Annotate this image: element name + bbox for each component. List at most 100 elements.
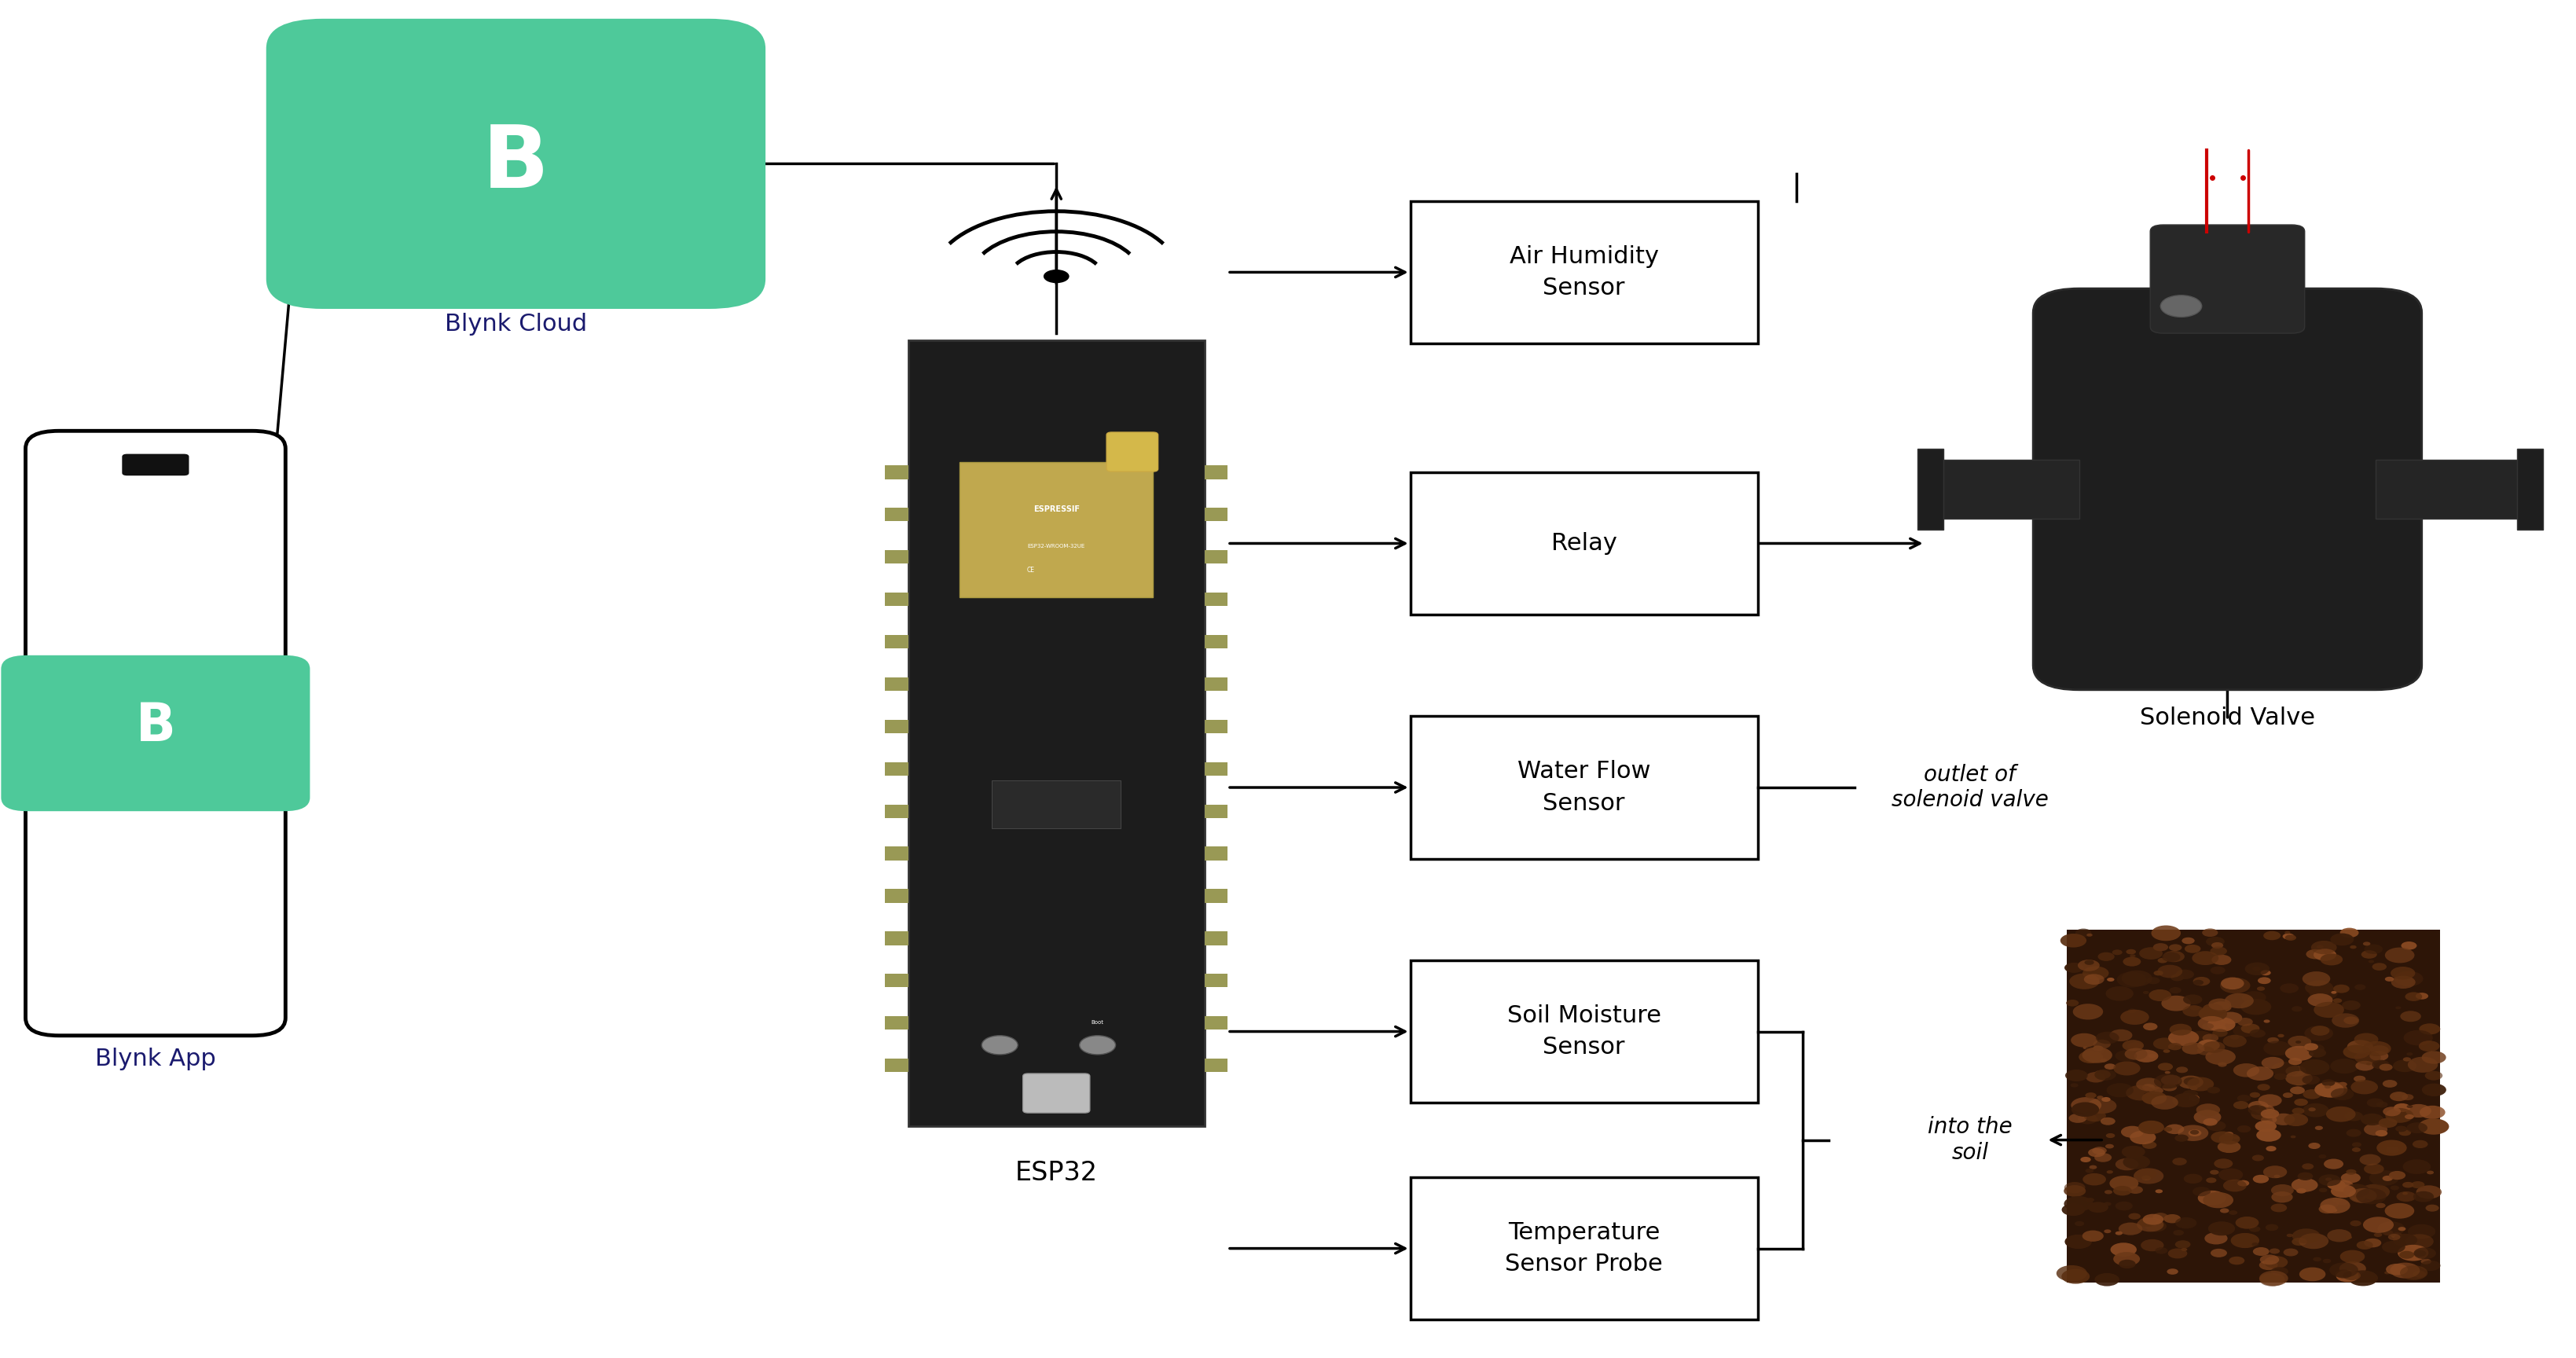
Circle shape: [2357, 1188, 2385, 1205]
Circle shape: [2249, 1101, 2269, 1112]
Circle shape: [2210, 1169, 2218, 1175]
Circle shape: [2313, 949, 2336, 960]
Circle shape: [2316, 945, 2324, 949]
Bar: [886, 889, 909, 903]
Circle shape: [2063, 1181, 2084, 1194]
Circle shape: [2403, 1031, 2432, 1046]
Circle shape: [2210, 942, 2223, 948]
Circle shape: [2285, 932, 2290, 934]
Circle shape: [2262, 1057, 2285, 1069]
Circle shape: [2370, 1171, 2398, 1186]
Circle shape: [2375, 1130, 2388, 1137]
Circle shape: [2120, 1260, 2136, 1268]
Circle shape: [2354, 985, 2365, 990]
Circle shape: [2136, 1168, 2156, 1179]
Circle shape: [2391, 1186, 2398, 1190]
Circle shape: [2303, 1103, 2329, 1118]
Circle shape: [2409, 1224, 2434, 1238]
Circle shape: [2326, 1180, 2344, 1190]
Bar: [1206, 678, 1229, 691]
Circle shape: [2306, 949, 2326, 959]
Bar: [886, 720, 909, 733]
Circle shape: [2169, 987, 2182, 994]
Circle shape: [2089, 1148, 2105, 1157]
Circle shape: [2177, 970, 2195, 979]
Circle shape: [2264, 1256, 2287, 1268]
Circle shape: [2208, 1120, 2226, 1131]
Circle shape: [2107, 1084, 2133, 1097]
Circle shape: [2282, 1248, 2298, 1256]
Circle shape: [2414, 1251, 2427, 1256]
Circle shape: [2347, 1040, 2372, 1054]
Circle shape: [2398, 1251, 2414, 1259]
Bar: [886, 804, 909, 818]
Circle shape: [2360, 1114, 2383, 1126]
Circle shape: [2182, 937, 2195, 944]
Circle shape: [2197, 1039, 2221, 1051]
Circle shape: [2251, 967, 2262, 971]
Bar: [1206, 466, 1229, 479]
Circle shape: [2084, 1057, 2089, 1059]
Bar: [886, 550, 909, 564]
Circle shape: [2264, 1165, 2287, 1179]
Circle shape: [2321, 1198, 2349, 1214]
Circle shape: [2321, 953, 2342, 966]
Circle shape: [2293, 1229, 2321, 1244]
Circle shape: [2349, 1221, 2362, 1226]
Circle shape: [2334, 1270, 2352, 1278]
Bar: [1206, 889, 1229, 903]
Circle shape: [2120, 1009, 2148, 1025]
Circle shape: [2110, 1029, 2133, 1042]
Circle shape: [2331, 1184, 2357, 1198]
Circle shape: [2383, 1230, 2393, 1236]
Circle shape: [2105, 1063, 2115, 1070]
Circle shape: [2084, 1168, 2094, 1173]
Circle shape: [2202, 1033, 2218, 1043]
Text: ESP32-WROOM-32UE: ESP32-WROOM-32UE: [1028, 543, 1084, 549]
Circle shape: [981, 1036, 1018, 1055]
Circle shape: [2190, 1130, 2200, 1134]
Bar: [1206, 550, 1229, 564]
Circle shape: [2344, 1017, 2360, 1024]
Circle shape: [2143, 1141, 2156, 1149]
Circle shape: [2226, 993, 2254, 1009]
Circle shape: [2087, 1099, 2117, 1114]
Circle shape: [2056, 1266, 2087, 1282]
Circle shape: [2331, 1196, 2342, 1202]
Circle shape: [2071, 1103, 2099, 1116]
Circle shape: [2182, 1248, 2187, 1251]
Circle shape: [2362, 1042, 2391, 1057]
FancyBboxPatch shape: [265, 19, 765, 308]
Circle shape: [2326, 1107, 2354, 1122]
Circle shape: [2334, 998, 2342, 1004]
Circle shape: [2133, 1168, 2164, 1184]
Circle shape: [2372, 963, 2385, 971]
Circle shape: [2097, 1096, 2105, 1099]
Bar: [1206, 804, 1229, 818]
Circle shape: [2293, 1177, 2318, 1192]
Circle shape: [2306, 1044, 2324, 1054]
Circle shape: [2406, 1105, 2414, 1108]
Circle shape: [2285, 1046, 2313, 1061]
Circle shape: [2105, 1190, 2112, 1194]
Circle shape: [2329, 1263, 2357, 1278]
Circle shape: [2169, 1043, 2182, 1050]
Circle shape: [2151, 925, 2182, 941]
Circle shape: [2218, 1134, 2241, 1145]
Circle shape: [2326, 1177, 2331, 1181]
Circle shape: [2406, 1234, 2434, 1249]
Circle shape: [2318, 1205, 2336, 1214]
Circle shape: [2308, 1142, 2321, 1149]
Circle shape: [2125, 1085, 2156, 1100]
Circle shape: [2236, 1126, 2251, 1133]
Bar: [886, 592, 909, 606]
Circle shape: [2393, 971, 2424, 986]
Circle shape: [2066, 999, 2079, 1006]
Circle shape: [2120, 1126, 2143, 1138]
FancyBboxPatch shape: [1409, 473, 1757, 615]
Circle shape: [2427, 1205, 2439, 1211]
Circle shape: [2365, 1238, 2380, 1248]
Circle shape: [2187, 1096, 2197, 1103]
Circle shape: [2267, 1146, 2277, 1152]
Circle shape: [2143, 1093, 2151, 1096]
